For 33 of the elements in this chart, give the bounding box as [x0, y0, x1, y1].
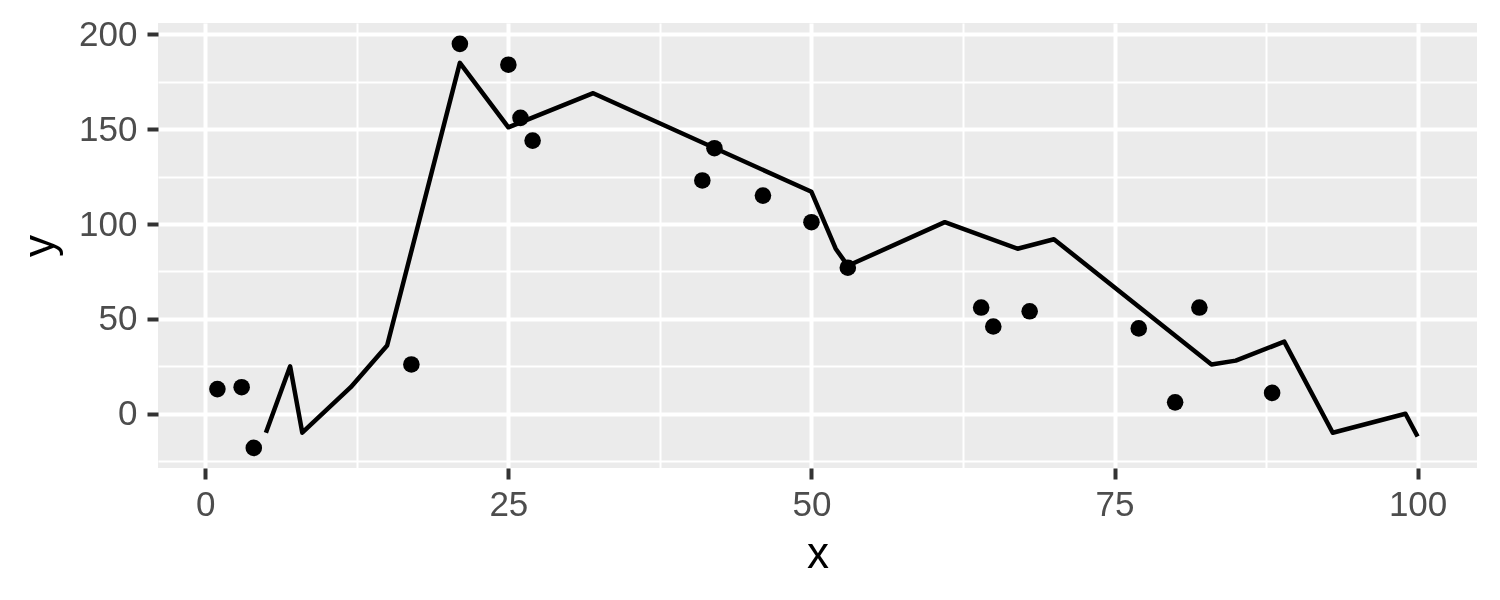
x-tick-label: 0 [196, 483, 216, 523]
y-tick-label: 100 [79, 203, 138, 243]
y-tick-label: 200 [79, 13, 138, 53]
x-axis-title: x [807, 527, 829, 577]
point [245, 439, 263, 457]
point [451, 35, 469, 53]
point [524, 132, 541, 149]
point [972, 299, 990, 316]
point [1021, 303, 1038, 320]
point [1263, 384, 1281, 402]
x-tick-label: 50 [792, 483, 832, 523]
x-tick-label: 25 [489, 483, 529, 523]
point [839, 259, 857, 276]
y-tick-label: 0 [118, 393, 138, 433]
line-series [263, 60, 1420, 439]
x-tick-label: 75 [1095, 483, 1135, 523]
point [984, 318, 1002, 335]
point [500, 56, 517, 74]
y-axis-title: y [14, 235, 64, 257]
y-tick-label: 50 [98, 298, 138, 338]
point [1191, 299, 1208, 316]
y-tick-label: 150 [79, 108, 138, 148]
point [1130, 320, 1148, 337]
x-tick-label: 100 [1388, 483, 1448, 523]
point [754, 187, 772, 204]
point [803, 213, 820, 231]
point [694, 172, 711, 189]
point [706, 139, 723, 157]
point [209, 380, 226, 398]
point [1166, 394, 1184, 411]
point [512, 109, 529, 127]
point [403, 356, 420, 373]
point [233, 378, 250, 396]
